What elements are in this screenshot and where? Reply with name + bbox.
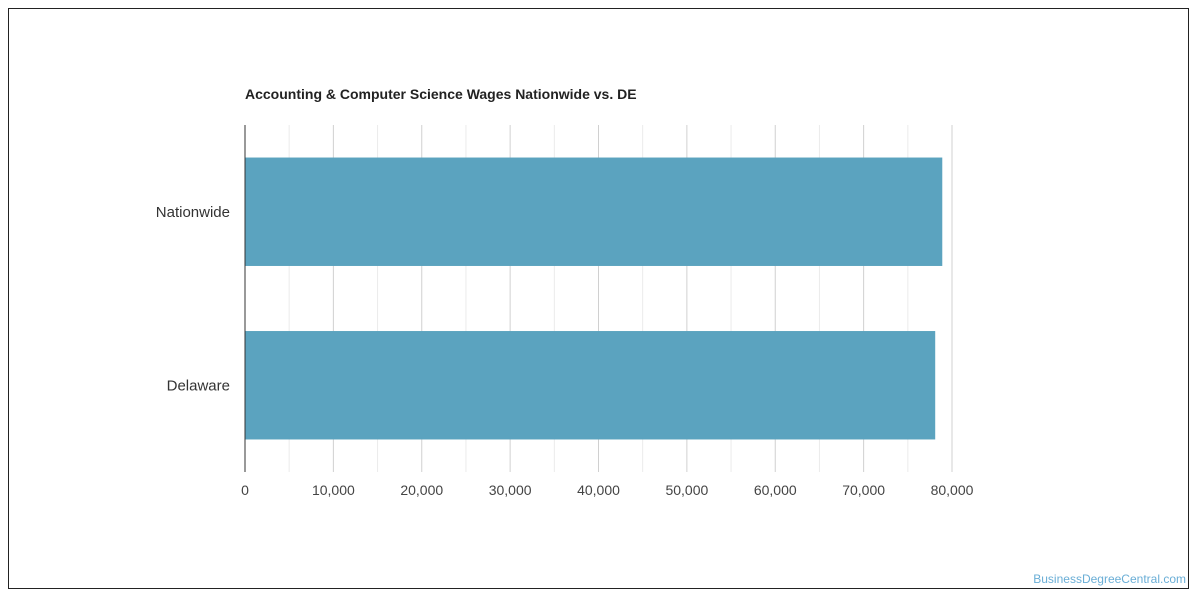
x-tick-label: 50,000 (665, 482, 708, 498)
bars (245, 158, 942, 440)
x-tick-label: 0 (241, 482, 249, 498)
x-tick-label: 40,000 (577, 482, 620, 498)
x-tick-label: 20,000 (400, 482, 443, 498)
x-tick-label: 30,000 (489, 482, 532, 498)
x-tick-label: 10,000 (312, 482, 355, 498)
category-label-nationwide: Nationwide (156, 204, 230, 221)
x-tick-label: 60,000 (754, 482, 797, 498)
watermark: BusinessDegreeCentral.com (1033, 572, 1186, 586)
x-tick-labels: 0 10,000 20,000 30,000 40,000 50,000 60,000 70,… (241, 482, 974, 498)
x-tick-label: 70,000 (842, 482, 885, 498)
category-label-delaware: Delaware (167, 377, 230, 394)
category-labels: Nationwide Delaware (156, 204, 230, 395)
bar-delaware (245, 331, 935, 439)
bar-nationwide (245, 158, 942, 266)
x-tick-label: 80,000 (931, 482, 974, 498)
